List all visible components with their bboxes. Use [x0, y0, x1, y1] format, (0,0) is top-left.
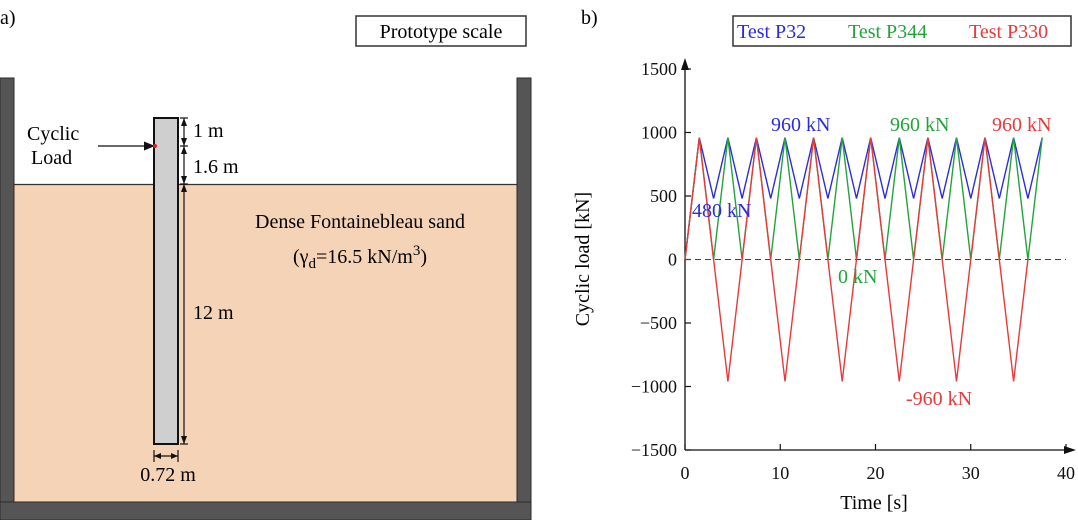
diameter-arrow-left: [154, 453, 161, 459]
axis-ticks: −1500 −1000 −500 0 500 1000 1500 0 10 20 30 40: [631, 59, 1075, 483]
series-line-test-p330: [684, 137, 1029, 382]
diameter-arrow-right: [171, 453, 178, 459]
dim-above-ground-label: 1.6 m: [193, 156, 239, 178]
x-tick-label: 10: [771, 463, 789, 483]
panel-a: a) Prototype scale Cyclic Load: [0, 7, 532, 520]
y-tick-label: 0: [668, 250, 677, 270]
sand-body: [14, 184, 517, 502]
annot-blue-min: 480 kN: [692, 200, 751, 222]
legend-entry-p330: Test P330: [969, 21, 1048, 43]
panel-a-label: a): [0, 7, 16, 29]
x-axis-arrow: [1064, 446, 1076, 454]
legend-entry-p32: Test P32: [737, 21, 806, 43]
x-tick-label: 40: [1057, 463, 1075, 483]
sand-name-label: Dense Fontainebleau sand: [255, 211, 465, 233]
y-tick-label: −1000: [631, 377, 677, 397]
sand-density-label: (γd=16.5 kN/m3): [293, 243, 427, 272]
annot-green-max: 960 kN: [890, 114, 949, 136]
cyclic-load-label-line1: Cyclic: [27, 123, 79, 145]
panel-b-label: b): [581, 7, 598, 29]
container-base: [0, 501, 532, 520]
x-tick-label: 30: [962, 463, 980, 483]
dimension-arrowheads: [181, 118, 187, 444]
dim-diameter-label: 0.72 m: [140, 464, 196, 486]
y-tick-label: 500: [650, 186, 677, 206]
y-tick-label: −500: [640, 313, 677, 333]
dim-top-label: 1 m: [193, 120, 224, 142]
y-axis-arrow: [681, 58, 689, 70]
y-tick-label: 1000: [641, 123, 677, 143]
y-axis-title: Cyclic load [kN]: [572, 192, 594, 326]
panel-b: b) Test P32 Test P344 Test P330 −1500 −10…: [572, 7, 1076, 514]
container-right-wall: [516, 77, 532, 520]
annot-red-max: 960 kN: [992, 114, 1051, 136]
container-left-wall: [0, 77, 15, 520]
load-point-marker: [153, 144, 157, 148]
legend-box: [732, 15, 1072, 47]
x-tick-label: 0: [681, 463, 690, 483]
annot-red-min: -960 kN: [906, 388, 972, 410]
y-tick-label: −1500: [631, 440, 677, 460]
load-arrow-head: [144, 141, 155, 151]
annot-blue-max: 960 kN: [771, 114, 830, 136]
x-tick-label: 20: [867, 463, 885, 483]
dim-embedded-label: 12 m: [193, 302, 234, 324]
annot-green-min: 0 kN: [838, 266, 877, 288]
x-axis-title: Time [s]: [840, 492, 908, 514]
series-line-test-p32: [684, 137, 1043, 260]
scale-box-label: Prototype scale: [380, 21, 503, 43]
pile: [153, 117, 179, 445]
legend-entry-p344: Test P344: [848, 21, 927, 43]
cyclic-load-label-line2: Load: [31, 147, 72, 169]
scale-box: [355, 15, 527, 47]
series-layer: [684, 137, 1043, 382]
y-tick-label: 1500: [641, 59, 677, 79]
